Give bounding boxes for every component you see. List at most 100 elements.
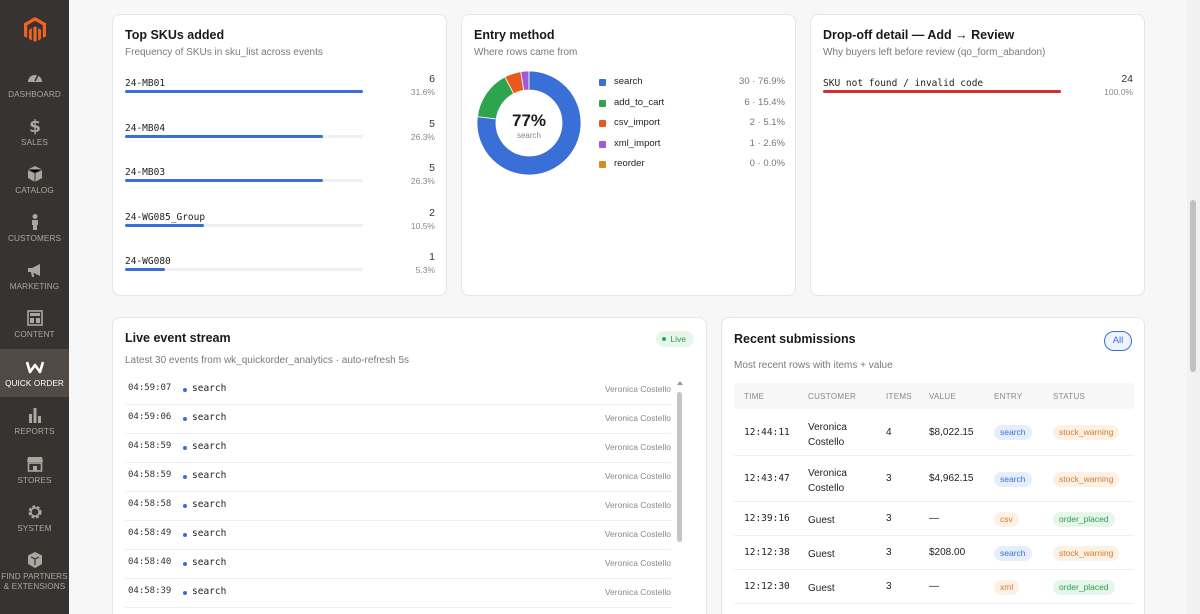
event-row: 04:58:59 search Veronica Costello <box>125 463 671 492</box>
table-row[interactable]: 12:44:11 Veronica Costello 4 $8,022.15 searc… <box>734 409 1134 456</box>
cell-time: 12:12:30 <box>744 581 790 592</box>
cell-time: 12:39:16 <box>744 513 790 524</box>
card-title: Top SKUs added <box>125 28 225 42</box>
sku-bar-track <box>125 223 363 227</box>
sidebar-item-system[interactable]: SYSTEM <box>0 494 69 542</box>
column-header-status: STATUS <box>1053 392 1086 401</box>
event-customer: Veronica Costello <box>604 529 671 539</box>
entry-method-donut-chart: 77% search <box>476 70 582 176</box>
entry-badge: xml <box>994 579 1020 595</box>
event-dot-icon <box>183 475 187 479</box>
sidebar-item-find-partners[interactable]: FIND PARTNERS & EXTENSIONS <box>0 543 69 599</box>
sidebar-item-label: STORES <box>17 475 52 485</box>
sidebar-item-label: MARKETING <box>9 281 60 291</box>
sku-pct: 10.5% <box>410 220 435 231</box>
sku-row: 24-WG085_Group 2 10.5% <box>125 207 435 252</box>
table-row[interactable]: 12:43:47 Veronica Costello 3 $4,962.15 searc… <box>734 456 1134 502</box>
sku-bar-fill <box>125 268 165 271</box>
sku-pct: 26.3% <box>410 176 435 186</box>
sidebar-item-stores[interactable]: STORES <box>0 446 69 494</box>
legend-name: xml_import <box>614 137 661 149</box>
sku-bar-fill <box>125 179 324 182</box>
donut-slice-search <box>476 70 582 176</box>
magento-logo[interactable] <box>0 0 69 60</box>
event-row: 04:58:59 search Veronica Costello <box>125 434 671 463</box>
sku-bar-track <box>125 268 363 271</box>
event-customer: Veronica Costello <box>604 500 671 510</box>
column-header-time: TIME <box>744 392 765 401</box>
dropoff-bar-track <box>823 90 1061 93</box>
event-time: 04:58:59 <box>128 470 172 480</box>
sku-bar-track <box>125 134 363 138</box>
page-scroll-thumb[interactable] <box>1190 200 1196 372</box>
card-subtitle: Where rows came from <box>474 47 578 58</box>
card-subtitle: Latest 30 events from wk_quickorder_anal… <box>125 355 410 366</box>
sidebar-item-label: REPORTS <box>14 426 55 436</box>
donut-slice-csv-import <box>504 71 525 95</box>
table-row[interactable]: 12:39:16 Guest 3 — csv order_placed <box>734 502 1134 536</box>
sidebar-item-label: SYSTEM <box>17 523 52 533</box>
status-badge: order_placed <box>1053 511 1115 527</box>
event-customer: Veronica Costello <box>604 442 671 452</box>
event-row: 04:58:58 search Veronica Costello <box>125 492 671 521</box>
sidebar-item-label: DASHBOARD <box>8 89 61 99</box>
sidebar-item-content[interactable]: CONTENT <box>0 300 69 348</box>
event-dot-icon <box>183 591 187 595</box>
extensions-icon <box>27 551 42 568</box>
dropoff-pct: 100.0% <box>1104 87 1133 97</box>
sku-pct: 5.3% <box>415 265 435 275</box>
entry-badge: search <box>994 425 1032 440</box>
all-submissions-button[interactable]: All <box>1104 331 1132 351</box>
sidebar-item-quick-order[interactable]: QUICK ORDER <box>0 349 69 397</box>
legend-item-add-to-cart: add_to_cart 6 · 15.4% <box>599 97 785 111</box>
main-content: Top SKUs added Frequency of SKUs in sku_… <box>69 0 1187 614</box>
person-icon <box>31 213 38 230</box>
legend-swatch <box>599 161 606 168</box>
table-row[interactable]: 12:12:38 Guest 3 $208.00 search stock_warning <box>734 536 1134 570</box>
sku-pct: 31.6% <box>410 87 435 97</box>
recent-submissions-card: Recent submissions All Most recent rows … <box>721 317 1145 614</box>
sidebar-item-dashboard[interactable]: DASHBOARD <box>0 60 69 108</box>
event-row: 04:59:07 search Veronica Costello <box>125 376 671 405</box>
sidebar-item-marketing[interactable]: MARKETING <box>0 252 69 300</box>
cell-items: 3 <box>886 581 892 592</box>
sidebar-item-catalog[interactable]: CATALOG <box>0 156 69 204</box>
event-time: 04:58:49 <box>128 528 172 538</box>
sku-name: 24-MB01 <box>125 78 166 89</box>
sidebar-item-sales[interactable]: $ SALES <box>0 108 69 156</box>
live-badge-label: Live <box>670 334 686 344</box>
table-row[interactable]: 12:12:30 Guest 3 — xml order_placed <box>734 570 1134 604</box>
cell-value: — <box>929 513 939 524</box>
card-title: Drop-off detail — Add → Review <box>823 28 1015 42</box>
event-time: 04:58:39 <box>128 586 172 596</box>
bar-chart-icon <box>28 407 41 423</box>
sidebar-item-reports[interactable]: REPORTS <box>0 397 69 445</box>
scroll-up-arrow-icon[interactable] <box>676 380 684 386</box>
megaphone-icon <box>27 263 40 277</box>
column-header-items: ITEMS <box>886 392 912 401</box>
cell-customer: Veronica Costello <box>808 468 847 494</box>
live-badge: Live <box>656 331 694 347</box>
sidebar-item-customers[interactable]: CUSTOMERS <box>0 204 69 252</box>
cell-value: — <box>929 581 939 592</box>
sidebar-item-label: SALES <box>21 137 48 147</box>
table-header: TIME CUSTOMER ITEMS VALUE ENTRY STATUS <box>734 383 1134 409</box>
event-stream-scrollbar[interactable] <box>676 380 684 614</box>
sku-count: 5 <box>429 117 435 130</box>
box-icon <box>27 165 42 182</box>
page-scrollbar[interactable] <box>1187 0 1200 614</box>
scroll-thumb[interactable] <box>677 392 682 542</box>
card-title: Live event stream <box>125 331 231 345</box>
legend-item-reorder: reorder 0 · 0.0% <box>599 158 785 172</box>
event-type: search <box>192 528 227 539</box>
cell-time: 12:44:11 <box>744 426 790 438</box>
sku-row: 24-MB01 6 31.6% <box>125 73 435 118</box>
event-row: 04:58:49 search Veronica Costello <box>125 521 671 550</box>
cell-customer: Guest <box>808 549 835 560</box>
sku-name: 24-MB04 <box>125 122 166 134</box>
card-title: Recent submissions <box>734 332 856 346</box>
event-customer: Veronica Costello <box>604 413 671 423</box>
sku-count: 5 <box>429 162 435 174</box>
dropoff-row: SKU not found / invalid code 24 100.0% <box>823 73 1133 118</box>
event-customer: Veronica Costello <box>604 471 671 481</box>
